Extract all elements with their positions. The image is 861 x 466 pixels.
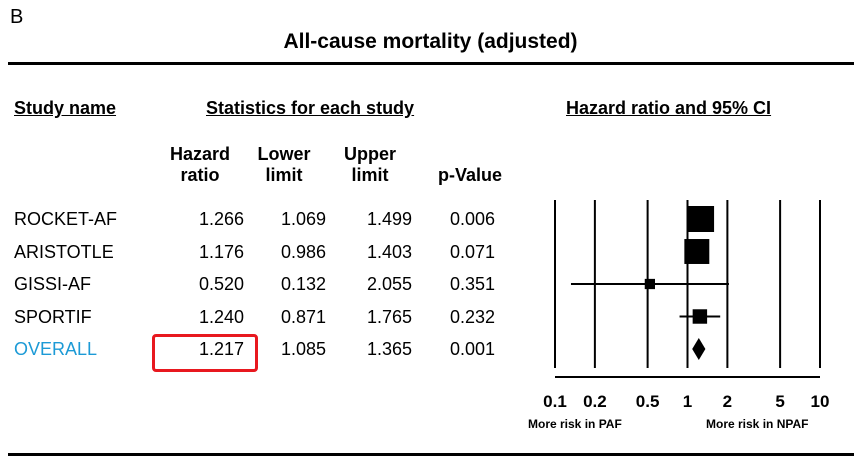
cell-hr-sportif: 1.240 xyxy=(198,306,244,327)
tick-label-10: 10 xyxy=(811,392,830,411)
col-header-upper-limit: Upper limit xyxy=(343,144,396,185)
bottom-rule xyxy=(8,453,854,456)
cell-upper-overall: 1.365 xyxy=(366,339,412,359)
tick-label-0.5: 0.5 xyxy=(636,392,660,411)
col-header-lower-limit: Lower limit xyxy=(257,144,311,185)
col-header-p-value: p-Value xyxy=(437,165,503,185)
header-hazard-ratio-ci: Hazard ratio and 95% CI xyxy=(566,98,772,118)
study-name-overall: OVERALL xyxy=(14,339,98,359)
summary-diamond-overall xyxy=(692,338,706,360)
cell-hr-rocket-af: 1.266 xyxy=(198,209,244,229)
highlight-box xyxy=(152,334,258,372)
cell-upper-sportif: 1.765 xyxy=(366,306,412,327)
left-risk-label: More risk in PAF xyxy=(528,417,622,431)
top-rule xyxy=(8,62,854,65)
cell-upper-gissi-af: 2.055 xyxy=(366,274,412,294)
cell-upper-aristotle: 1.403 xyxy=(366,241,412,262)
tick-label-2: 2 xyxy=(723,392,732,411)
effect-square-gissi-af xyxy=(644,278,655,290)
right-risk-label: More risk in NPAF xyxy=(706,417,809,431)
cell-hr-gissi-af: 0.520 xyxy=(198,274,244,294)
chart-title: All-cause mortality (adjusted) xyxy=(283,30,578,53)
cell-p-aristotle: 0.071 xyxy=(449,241,495,262)
cell-p-rocket-af: 0.006 xyxy=(449,209,495,229)
effect-square-rocket-af xyxy=(688,206,715,232)
cell-lower-overall: 1.085 xyxy=(280,339,326,359)
header-study-name: Study name xyxy=(14,98,117,118)
cell-p-sportif: 0.232 xyxy=(449,306,495,327)
cell-lower-aristotle: 0.986 xyxy=(280,241,326,262)
cell-p-gissi-af: 0.351 xyxy=(449,274,495,294)
tick-label-0.1: 0.1 xyxy=(543,392,567,411)
study-name-gissi-af: GISSI-AF xyxy=(14,274,92,294)
header-statistics: Statistics for each study xyxy=(206,98,415,118)
tick-label-0.2: 0.2 xyxy=(583,392,607,411)
study-name-rocket-af: ROCKET-AF xyxy=(14,209,118,229)
cell-hr-aristotle: 1.176 xyxy=(198,241,244,262)
tick-label-1: 1 xyxy=(683,392,692,411)
cell-lower-gissi-af: 0.132 xyxy=(280,274,326,294)
study-name-aristotle: ARISTOTLE xyxy=(14,241,114,262)
effect-square-aristotle xyxy=(684,239,710,264)
tick-label-5: 5 xyxy=(775,392,784,411)
cell-upper-rocket-af: 1.499 xyxy=(366,209,412,229)
cell-p-overall: 0.001 xyxy=(449,339,495,359)
cell-lower-sportif: 0.871 xyxy=(280,306,326,327)
cell-lower-rocket-af: 1.069 xyxy=(280,209,326,229)
effect-square-sportif xyxy=(692,309,708,324)
study-name-sportif: SPORTIF xyxy=(14,306,92,327)
col-header-hazard-ratio: Hazard ratio xyxy=(169,144,231,185)
panel-label: B xyxy=(10,6,24,28)
cell-hr-overall: 1.217 xyxy=(198,339,244,359)
